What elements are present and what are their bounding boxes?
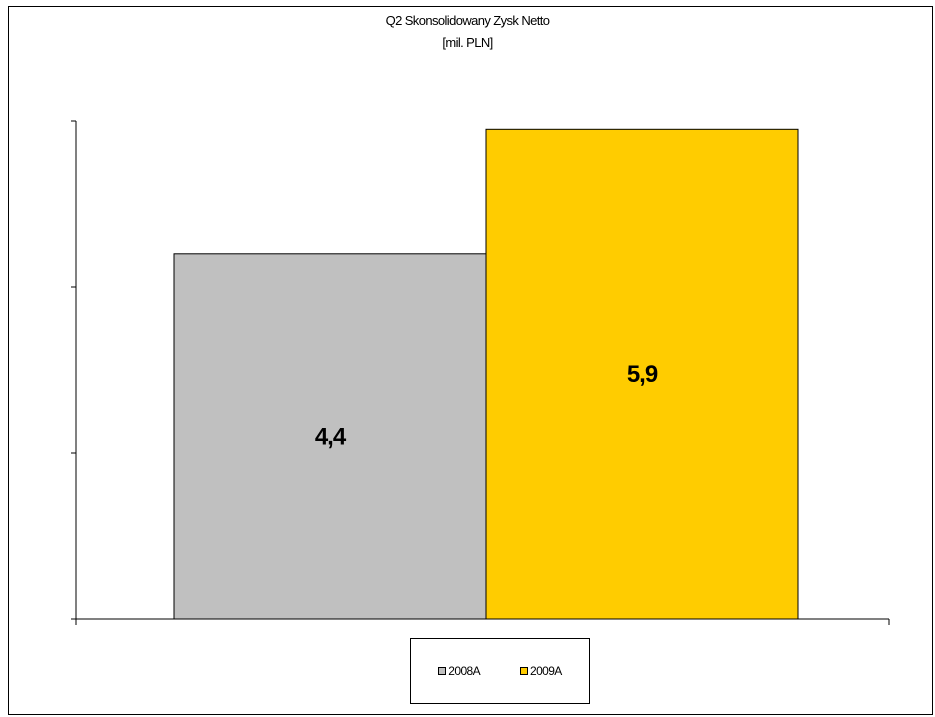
legend-label-2009a: 2009A: [530, 664, 562, 678]
chart-title-block: Q2 Skonsolidowany Zysk Netto [mil. PLN]: [0, 10, 935, 54]
legend-item-2009a: 2009A: [520, 664, 562, 678]
chart-subtitle: [mil. PLN]: [442, 35, 493, 50]
legend: 2008A 2009A: [410, 638, 590, 704]
y-axis-ticks: [71, 120, 76, 620]
chart-title: Q2 Skonsolidowany Zysk Netto: [385, 13, 550, 28]
bars-group: 4,4 5,9: [173, 128, 799, 620]
legend-label-2008a: 2008A: [448, 664, 480, 678]
legend-swatch-2008a: [438, 667, 447, 675]
data-label-2008a: 4,4: [315, 423, 347, 450]
legend-swatch-2009a: [520, 667, 528, 675]
data-label-2009a: 5,9: [627, 361, 658, 388]
legend-item-2008a: 2008A: [438, 664, 481, 678]
bar-2009a: [485, 128, 799, 620]
bar-2008a: [173, 253, 487, 620]
